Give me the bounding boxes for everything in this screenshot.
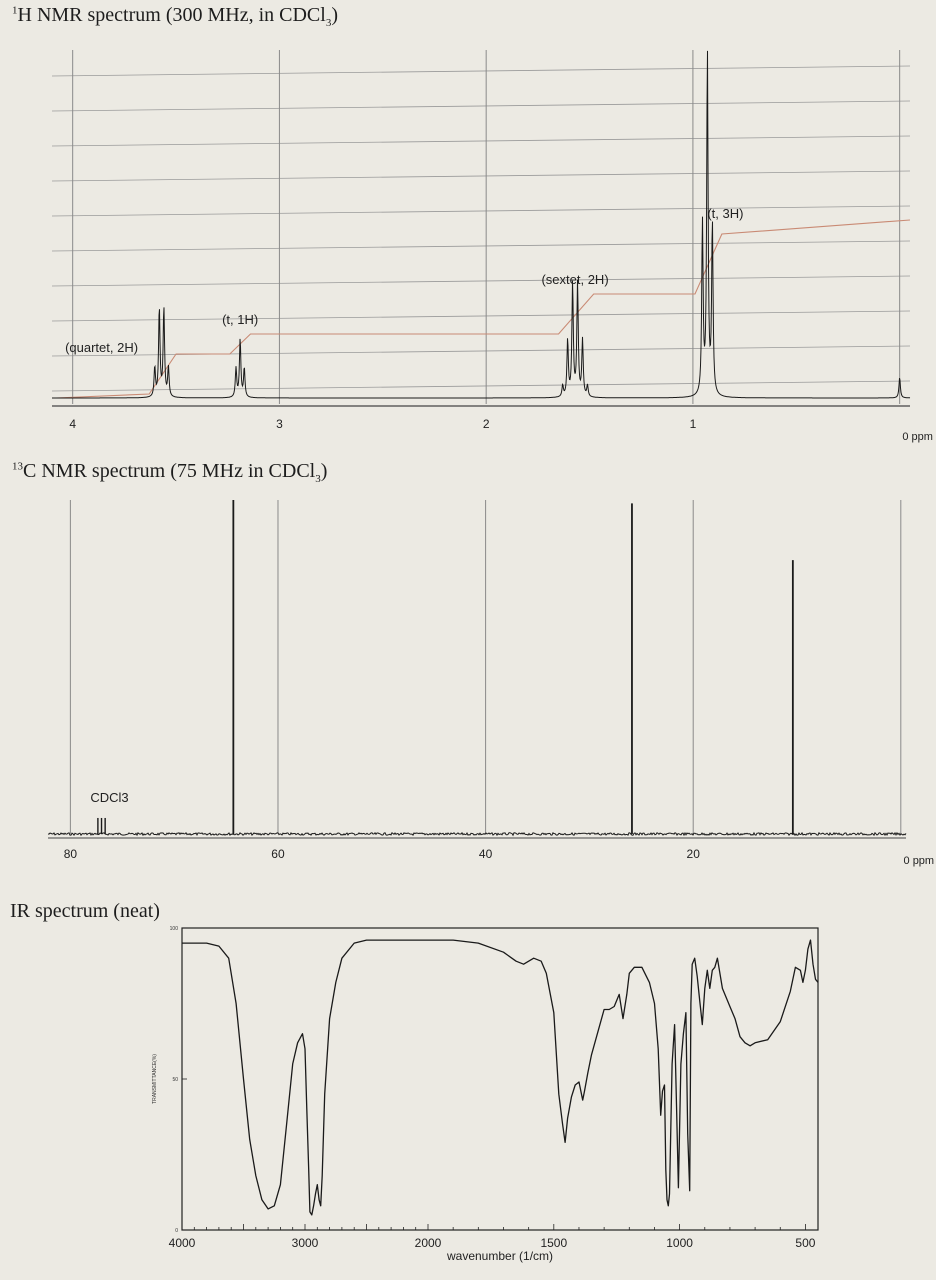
h-nmr-spectrum-trace: [52, 50, 911, 399]
h-nmr-gridline: [51, 205, 911, 217]
c-nmr-peak-label: CDCl3: [90, 790, 128, 805]
h-nmr-chart: 4 3 2 1 0 ppm (quartet, 2H) (t, 1H) (sextet, 2H…: [51, 50, 933, 443]
ir-x-tick-label: 1000: [666, 1236, 693, 1250]
ir-x-tick-label: 4000: [169, 1236, 196, 1250]
c-nmr-tick-label: 80: [64, 847, 78, 861]
h-nmr-peak-label: (t, 3H): [707, 206, 743, 221]
h-nmr-gridline: [51, 275, 911, 287]
h-nmr-tick-label: 1: [690, 417, 697, 431]
ir-y-tick-label: 100: [170, 926, 179, 932]
c-nmr-tick-label: 40: [479, 847, 493, 861]
ir-y-axis-label: TRANSMITTANCE(%): [152, 1054, 158, 1104]
c-nmr-baseline: [47, 831, 907, 837]
h-nmr-tick-label: 3: [276, 417, 283, 431]
ir-x-tick-label: 3000: [292, 1236, 319, 1250]
c-nmr-chart: 80 60 40 20 0 ppm CDCl3: [47, 500, 935, 867]
h-nmr-peak-label: (t, 1H): [222, 312, 258, 327]
ir-y-tick-label: 50: [172, 1077, 178, 1083]
c-nmr-title: 13C NMR spectrum (75 MHz in CDCl3): [12, 460, 328, 485]
h-nmr-title: 1H NMR spectrum (300 MHz, in CDCl3): [12, 4, 338, 29]
h-nmr-tick-label: 2: [483, 417, 490, 431]
c-nmr-tick-label: 60: [271, 847, 285, 861]
h-nmr-gridline: [51, 240, 911, 252]
h-nmr-gridline: [51, 100, 911, 112]
h-nmr-tick-label: 0 ppm: [902, 431, 933, 443]
ir-plot-frame: [181, 927, 819, 1231]
h-nmr-integration-curve: [56, 219, 911, 399]
ir-spectrum-trace: [182, 939, 819, 1216]
ir-x-tick-label: 2000: [415, 1236, 442, 1250]
h-nmr-peak-label: (quartet, 2H): [65, 340, 138, 355]
h-nmr-gridline: [51, 170, 911, 182]
ir-x-axis-label: wavenumber (1/cm): [446, 1249, 553, 1263]
h-nmr-gridline: [51, 65, 911, 77]
c-nmr-tick-label: 20: [687, 847, 701, 861]
h-nmr-gridline: [51, 380, 911, 392]
h-nmr-tick-label: 4: [69, 417, 76, 431]
c-nmr-tick-label: 0 ppm: [904, 855, 935, 867]
ir-x-tick-label: 1500: [540, 1236, 567, 1250]
h-nmr-gridline: [51, 135, 911, 147]
ir-title: IR spectrum (neat): [10, 900, 160, 922]
h-nmr-gridline: [51, 310, 911, 322]
h-nmr-peak-label: (sextet, 2H): [541, 272, 608, 287]
ir-x-tick-label: 500: [795, 1236, 815, 1250]
ir-y-tick-label: 0: [175, 1228, 178, 1234]
